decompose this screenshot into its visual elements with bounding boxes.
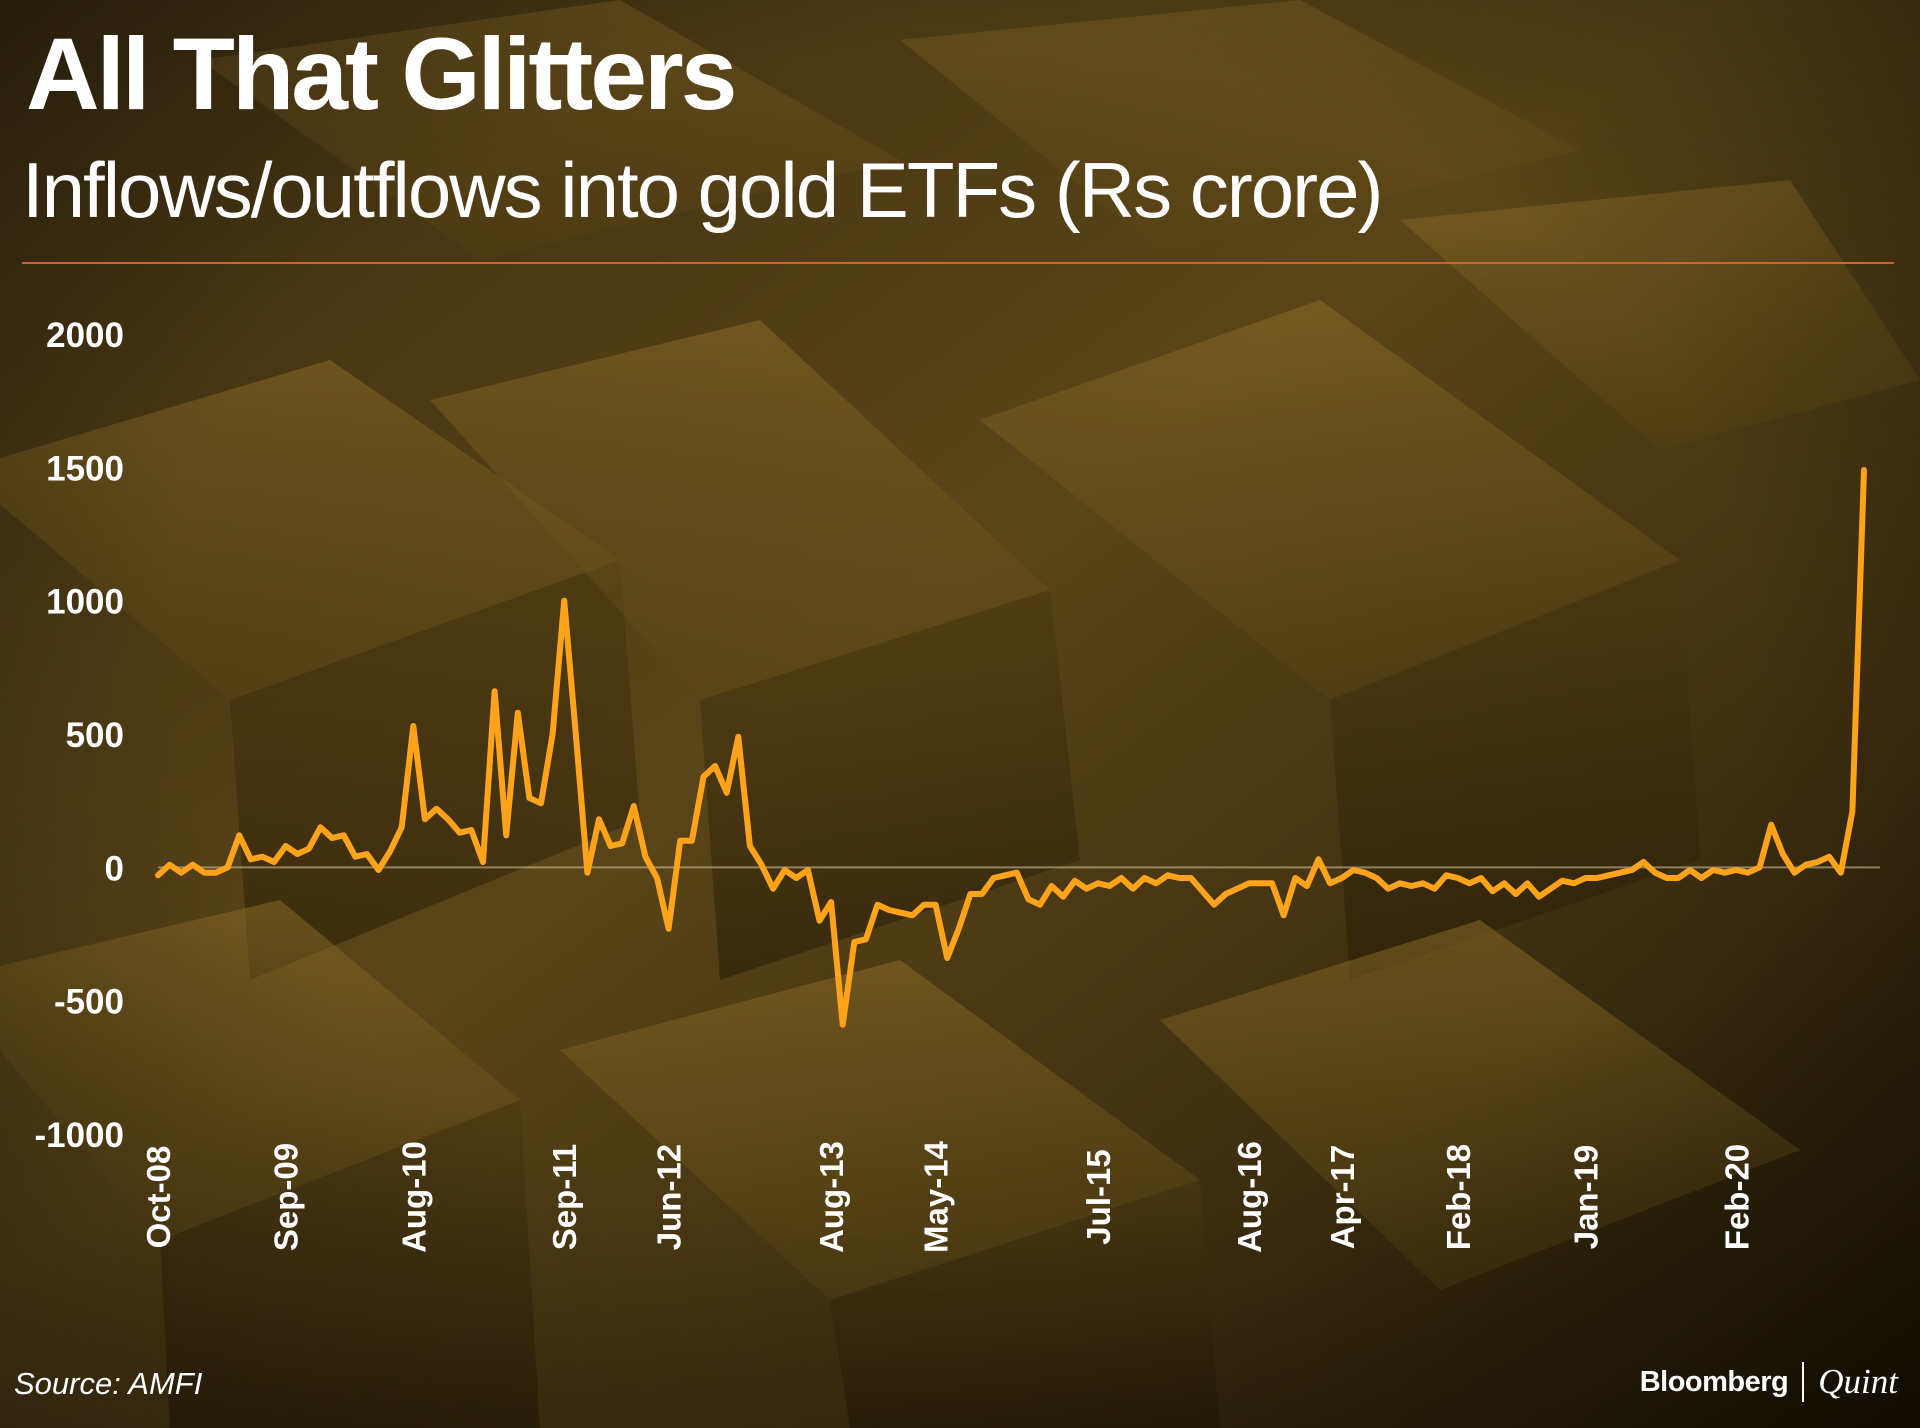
y-tick-label-4: 0 bbox=[105, 849, 124, 888]
x-axis: Oct-08 Sep-09 Aug-10 Sep-11 Jun-12 Aug-13 May-… bbox=[140, 1140, 1755, 1253]
x-tick-label-5: Aug-13 bbox=[813, 1141, 850, 1253]
title-divider bbox=[22, 262, 1894, 264]
x-tick-label-7: Jul-15 bbox=[1080, 1149, 1117, 1244]
y-tick-label-0: 2000 bbox=[46, 316, 124, 355]
x-tick-label-11: Jan-19 bbox=[1567, 1145, 1604, 1250]
x-tick-label-10: Feb-18 bbox=[1440, 1144, 1477, 1250]
x-tick-label-0: Oct-08 bbox=[140, 1146, 177, 1249]
x-tick-label-1: Sep-09 bbox=[268, 1143, 305, 1251]
brand-secondary: Quint bbox=[1818, 1362, 1898, 1401]
x-tick-label-12: Feb-20 bbox=[1718, 1144, 1755, 1250]
brand-primary: Bloomberg bbox=[1639, 1365, 1789, 1398]
y-tick-label-6: -1000 bbox=[34, 1116, 124, 1155]
source-note: Source: AMFI bbox=[14, 1366, 203, 1401]
brand-logo: Bloomberg Quint bbox=[1640, 1362, 1898, 1402]
x-tick-label-9: Apr-17 bbox=[1324, 1145, 1361, 1250]
y-tick-label-1: 1500 bbox=[46, 449, 124, 488]
chart-title: All That Glitters bbox=[26, 17, 737, 131]
x-tick-label-8: Aug-16 bbox=[1231, 1141, 1268, 1253]
y-tick-label-5: -500 bbox=[54, 983, 124, 1022]
x-tick-label-3: Sep-11 bbox=[546, 1144, 583, 1250]
x-tick-label-6: May-14 bbox=[918, 1140, 955, 1253]
x-tick-label-2: Aug-10 bbox=[395, 1141, 432, 1253]
y-tick-label-2: 1000 bbox=[46, 583, 124, 622]
series-line-gold-etf-flows bbox=[155, 467, 1867, 1028]
brand-divider bbox=[1802, 1362, 1805, 1402]
chart-subtitle: Inflows/outflows into gold ETFs (Rs cror… bbox=[22, 146, 1383, 234]
y-axis: 2000 1500 1000 500 0 -500 -1000 bbox=[34, 316, 124, 1155]
y-tick-label-3: 500 bbox=[66, 716, 124, 755]
x-tick-label-4: Jun-12 bbox=[651, 1144, 688, 1250]
